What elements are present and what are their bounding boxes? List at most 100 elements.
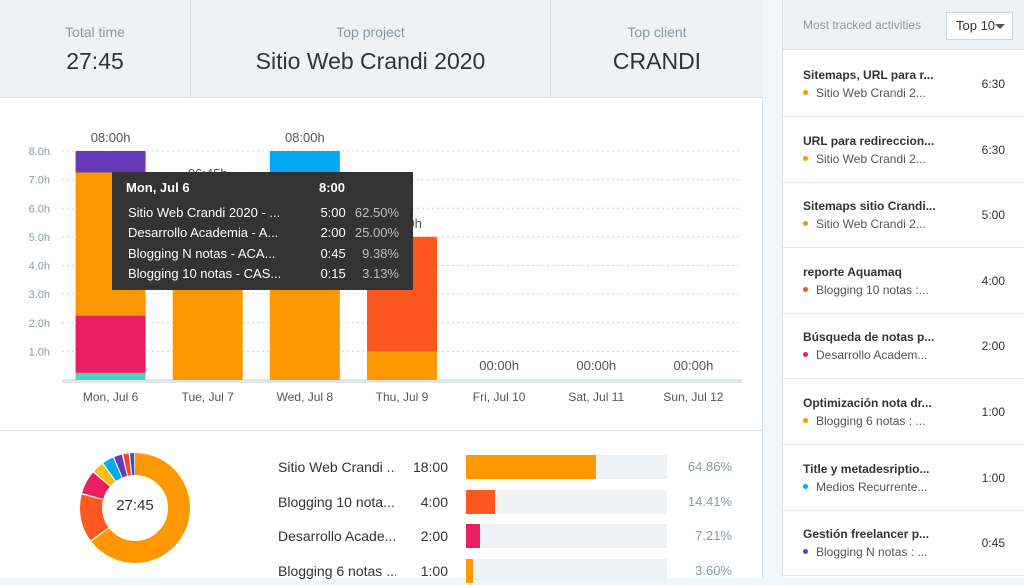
activity-item[interactable]: Sitemaps sitio Crandi... Sitio Web Crandi… xyxy=(783,182,1024,249)
activity-item[interactable]: Sitemaps, URL para r... Sitio Web Crandi … xyxy=(783,51,1024,117)
project-bar-track xyxy=(466,455,667,479)
project-percent: 64.86% xyxy=(687,459,732,474)
top-client-card: Top client CRANDI xyxy=(551,0,763,98)
tooltip-row-time: 0:15 xyxy=(320,266,346,282)
activity-name: Optimización nota dr... xyxy=(803,396,932,410)
bar-segment[interactable] xyxy=(75,315,146,373)
x-tick-label: Mon, Jul 6 xyxy=(83,390,139,404)
y-tick-label: 1.0h xyxy=(29,346,50,358)
project-color-dot xyxy=(803,418,808,423)
tooltip-row-percent: 3.13% xyxy=(362,266,399,282)
activity-name: Title y metadesriptio... xyxy=(803,461,930,476)
bar-segment[interactable] xyxy=(75,151,146,173)
project-time: 1:00 xyxy=(420,563,448,579)
activity-project-name: Desarrollo Academ... xyxy=(816,348,928,363)
activity-name: Sitemaps, URL para r... xyxy=(803,68,934,82)
top-project-card: Top project Sitio Web Crandi 2020 xyxy=(191,0,551,98)
bar-segment[interactable] xyxy=(75,372,146,380)
total-time-card: Total time 27:45 xyxy=(0,0,191,98)
x-tick-label: Sun, Jul 12 xyxy=(663,390,723,404)
project-percent: 14.41% xyxy=(687,494,732,509)
project-row[interactable]: Desarrollo Acade... 2:00 7.21% xyxy=(278,524,738,550)
donut-slice[interactable] xyxy=(80,453,190,563)
bar-segment[interactable] xyxy=(269,151,340,173)
project-bar-fill xyxy=(466,455,597,479)
tooltip-row-name: Sitio Web Crandi 2020 - ... xyxy=(128,204,281,220)
top-project-label: Top project xyxy=(336,24,405,40)
project-row[interactable]: Blogging 6 notas ... 1:00 3.60% xyxy=(278,559,738,585)
activity-project-name: Sitio Web Crandi 2... xyxy=(816,151,926,166)
y-tick-label: 8.0h xyxy=(29,146,50,158)
tooltip-row-name: Desarrollo Academia - A... xyxy=(128,225,279,241)
bar-total-label: 00:00h xyxy=(674,358,714,373)
activity-project-name: Blogging N notas : ... xyxy=(816,545,928,560)
tooltip-row-name: Blogging 10 notas - CAS... xyxy=(128,266,282,282)
activity-time: 2:00 xyxy=(981,339,1005,354)
chevron-down-icon xyxy=(995,24,1005,29)
activity-project: Medios Recurrente... xyxy=(803,480,927,494)
project-color-dot xyxy=(803,221,808,227)
reports-main-panel: Total time 27:45 Top project Sitio Web C… xyxy=(0,0,763,583)
tooltip-row: Blogging 10 notas - CAS... 0:15 3.13% xyxy=(126,264,399,285)
activity-item[interactable]: Title y metadesriptio... Medios Recurrent… xyxy=(783,445,1024,511)
activity-name: Sitemaps sitio Crandi... xyxy=(803,199,936,214)
bar-total-label: 08:00h xyxy=(285,130,325,145)
project-color-dot xyxy=(803,286,808,292)
activity-item[interactable]: URL para redireccion... Sitio Web Crandi … xyxy=(783,117,1024,183)
activity-project: Blogging 10 notas :... xyxy=(803,283,929,297)
tooltip-date: Mon, Jul 6 xyxy=(126,180,190,195)
activity-project: Blogging N notas : ... xyxy=(803,545,927,559)
activity-time: 0:45 xyxy=(981,536,1005,551)
project-time: 2:00 xyxy=(420,528,448,544)
activity-project-name: Blogging 10 notas :... xyxy=(816,282,929,297)
tooltip-total: 8:00 xyxy=(319,180,346,195)
activity-time: 4:00 xyxy=(981,273,1005,288)
activity-project: Sitio Web Crandi 2... xyxy=(803,86,926,100)
total-time-label: Total time xyxy=(65,24,125,40)
activity-item[interactable]: Búsqueda de notas p... Desarrollo Academ.… xyxy=(783,313,1024,380)
x-tick-label: Tue, Jul 7 xyxy=(182,390,235,404)
top-client-label: Top client xyxy=(627,24,687,40)
donut-slice[interactable] xyxy=(80,453,190,563)
activity-project-name: Medios Recurrente... xyxy=(816,479,928,494)
x-tick-label: Fri, Jul 10 xyxy=(473,390,526,404)
project-donut-chart xyxy=(80,453,190,563)
y-tick-label: 3.0h xyxy=(29,289,50,301)
project-color-dot xyxy=(803,90,808,95)
y-tick-label: 5.0h xyxy=(29,232,50,244)
tooltip-row: Sitio Web Crandi 2020 - ... 5:00 62.50% xyxy=(126,202,399,223)
activity-item[interactable]: reporte Aquamaq Blogging 10 notas :... 4:0… xyxy=(783,248,1024,314)
activity-project: Blogging 6 notas : ... xyxy=(803,414,925,428)
project-row[interactable]: Sitio Web Crandi ... 18:00 64.86% xyxy=(278,455,738,481)
y-tick-label: 7.0h xyxy=(29,175,50,187)
activity-name: Gestión freelancer p... xyxy=(803,527,930,542)
project-time: 4:00 xyxy=(420,494,448,510)
activity-time: 6:30 xyxy=(981,77,1005,91)
chart-tooltip: Mon, Jul 6 8:00 Sitio Web Crandi 2020 - … xyxy=(112,172,413,290)
project-bar-track xyxy=(466,490,667,514)
project-name: Desarrollo Acade... xyxy=(278,528,396,544)
top-n-select[interactable]: Top 10 xyxy=(946,12,1013,40)
activity-name: Búsqueda de notas p... xyxy=(803,330,935,345)
activity-item[interactable]: Optimización nota dr... Blogging 6 notas … xyxy=(783,379,1024,445)
project-bar-fill xyxy=(466,559,474,583)
x-tick-label: Wed, Jul 8 xyxy=(277,390,334,404)
project-color-dot xyxy=(803,352,808,358)
activity-project: Sitio Web Crandi 2... xyxy=(803,217,926,231)
project-bar-track xyxy=(466,524,667,548)
bar-segment[interactable] xyxy=(367,351,437,380)
tooltip-row-time: 5:00 xyxy=(320,204,346,220)
project-bar-track xyxy=(466,559,667,583)
summary-bar: Total time 27:45 Top project Sitio Web C… xyxy=(0,0,763,98)
y-tick-label: 6.0h xyxy=(29,203,50,215)
activity-item[interactable]: Gestión freelancer p... Blogging N notas … xyxy=(783,510,1024,577)
project-name: Sitio Web Crandi ... xyxy=(278,459,396,475)
top-client-value: CRANDI xyxy=(612,48,702,74)
project-row[interactable]: Blogging 10 nota... 4:00 14.41% xyxy=(278,490,738,516)
project-bar-fill xyxy=(466,490,495,514)
activity-project: Sitio Web Crandi 2... xyxy=(803,152,926,166)
project-breakdown: 27:45 Sitio Web Crandi ... 18:00 64.86% Blo… xyxy=(0,430,763,583)
project-name: Blogging 6 notas ... xyxy=(278,563,396,579)
tooltip-row-percent: 25.00% xyxy=(354,225,399,241)
activity-time: 1:00 xyxy=(981,405,1005,419)
